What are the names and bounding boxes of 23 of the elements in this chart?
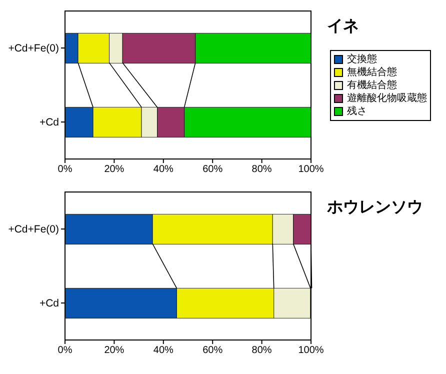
legend-label: 交換態 <box>347 53 377 66</box>
x-tick-label: 40% <box>153 345 174 356</box>
legend-label: 無機結合態 <box>347 66 397 79</box>
x-tick-label: 80% <box>252 345 272 356</box>
x-tick-label: 60% <box>202 164 223 176</box>
x-tick-label: 80% <box>252 164 272 176</box>
text: イネ <box>327 16 359 35</box>
x-tick-label: 20% <box>104 164 124 176</box>
y-tick-label: +Cd+Fe(0) <box>8 224 59 236</box>
y-tick-label: +Cd <box>39 116 60 129</box>
x-tick-label: 0% <box>58 345 72 356</box>
x-tick-label: 40% <box>153 164 174 176</box>
legend-label: 遊離酸化物吸蔵態 <box>347 92 427 105</box>
x-tick-label: 60% <box>202 345 223 356</box>
legend-label: 残さ <box>347 105 367 118</box>
y-tick-label: +Cd+Fe(0) <box>8 42 59 55</box>
x-tick-label: 20% <box>104 345 124 356</box>
x-tick-label: 100% <box>298 164 324 176</box>
x-tick-label: 100% <box>298 345 324 356</box>
text: ホウレンソウ <box>326 197 423 216</box>
x-tick-label: 0% <box>58 164 72 176</box>
legend-label: 有機結合態 <box>347 79 397 92</box>
y-tick-label: +Cd <box>39 298 60 310</box>
